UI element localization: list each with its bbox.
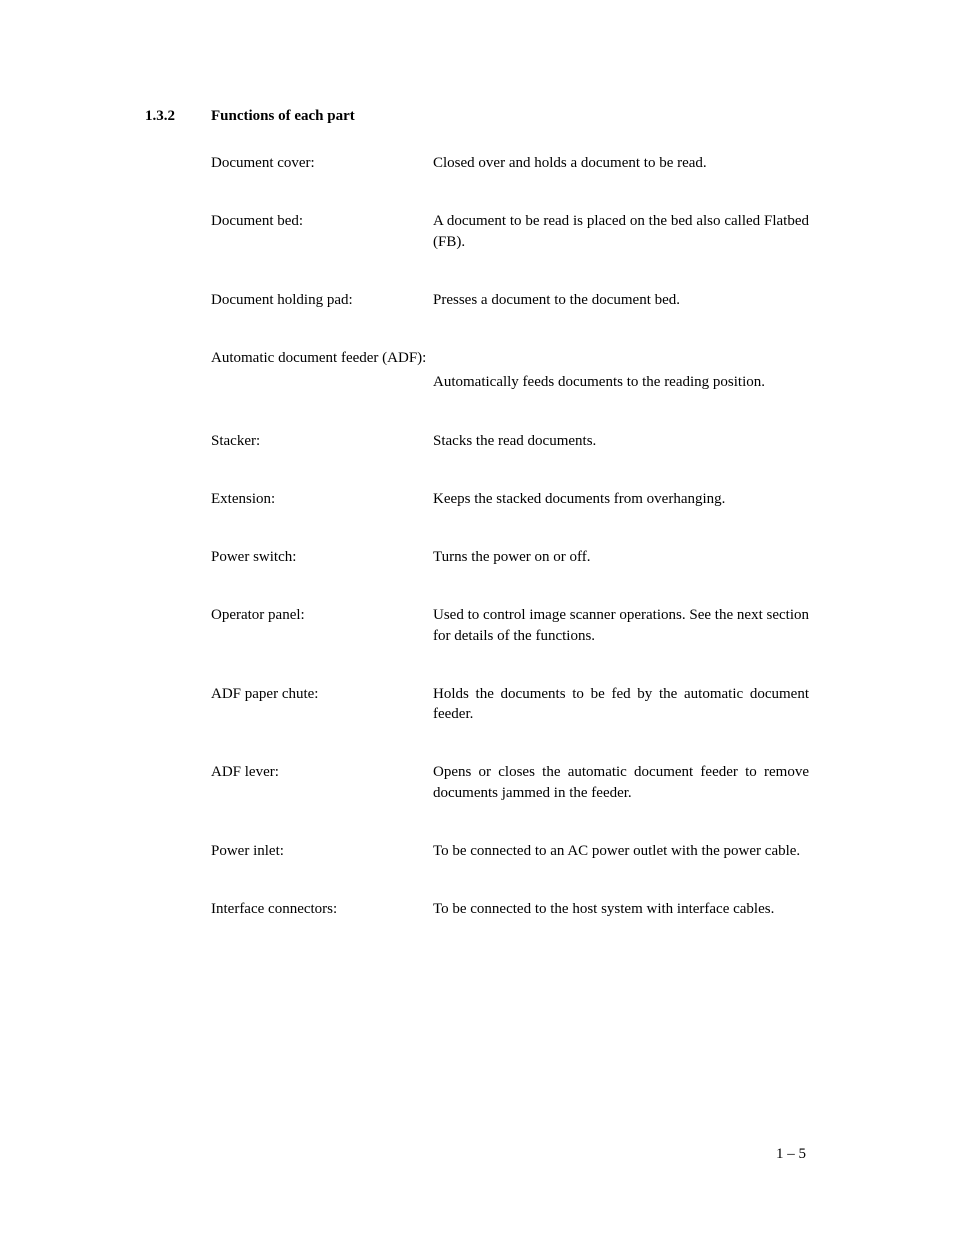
section-number: 1.3.2 [145, 108, 211, 125]
definition-desc-row: Automatically feeds documents to the rea… [211, 372, 809, 392]
definition-row: Document bed:A document to be read is pl… [211, 211, 809, 252]
definition-term-row: Automatic document feeder (ADF): [211, 348, 809, 368]
definition-description: A document to be read is placed on the b… [433, 211, 809, 252]
definition-description: Used to control image scanner operations… [433, 605, 809, 646]
definition-description: Stacks the read documents. [433, 431, 809, 451]
definition-row: Interface connectors:To be connected to … [211, 899, 809, 919]
definition-description: To be connected to the host system with … [433, 899, 809, 919]
definition-row: Document holding pad:Presses a document … [211, 290, 809, 310]
definition-term: Automatic document feeder (ADF): [211, 348, 426, 368]
definition-spacer [211, 372, 433, 392]
section-title: Functions of each part [211, 108, 355, 125]
definition-description: Holds the documents to be fed by the aut… [433, 684, 809, 725]
definition-row: Operator panel:Used to control image sca… [211, 605, 809, 646]
document-page: 1.3.2 Functions of each part Document co… [0, 0, 954, 919]
definition-row: Document cover:Closed over and holds a d… [211, 153, 809, 173]
definition-row: Power inlet:To be connected to an AC pow… [211, 841, 809, 861]
definition-term: Power inlet: [211, 841, 433, 861]
definition-row: ADF paper chute:Holds the documents to b… [211, 684, 809, 725]
definition-row: Stacker:Stacks the read documents. [211, 431, 809, 451]
definition-term: Interface connectors: [211, 899, 433, 919]
definition-term: ADF lever: [211, 762, 433, 803]
definition-description: Turns the power on or off. [433, 547, 809, 567]
definition-row: Extension:Keeps the stacked documents fr… [211, 489, 809, 509]
definition-description: Keeps the stacked documents from overhan… [433, 489, 809, 509]
definition-description: To be connected to an AC power outlet wi… [433, 841, 809, 861]
definition-description: Closed over and holds a document to be r… [433, 153, 809, 173]
section-header: 1.3.2 Functions of each part [145, 108, 809, 125]
definition-term: Document cover: [211, 153, 433, 173]
definition-description: Automatically feeds documents to the rea… [433, 372, 809, 392]
definition-term: Document bed: [211, 211, 433, 252]
definition-term: Document holding pad: [211, 290, 433, 310]
definition-term: Extension: [211, 489, 433, 509]
definition-row: Power switch:Turns the power on or off. [211, 547, 809, 567]
definition-row: ADF lever:Opens or closes the automatic … [211, 762, 809, 803]
definitions-list: Document cover:Closed over and holds a d… [145, 153, 809, 919]
definition-term: Operator panel: [211, 605, 433, 646]
definition-description: Presses a document to the document bed. [433, 290, 809, 310]
definition-description: Opens or closes the automatic document f… [433, 762, 809, 803]
definition-term: Stacker: [211, 431, 433, 451]
definition-term: ADF paper chute: [211, 684, 433, 725]
definition-term: Power switch: [211, 547, 433, 567]
page-number: 1 – 5 [776, 1146, 806, 1163]
